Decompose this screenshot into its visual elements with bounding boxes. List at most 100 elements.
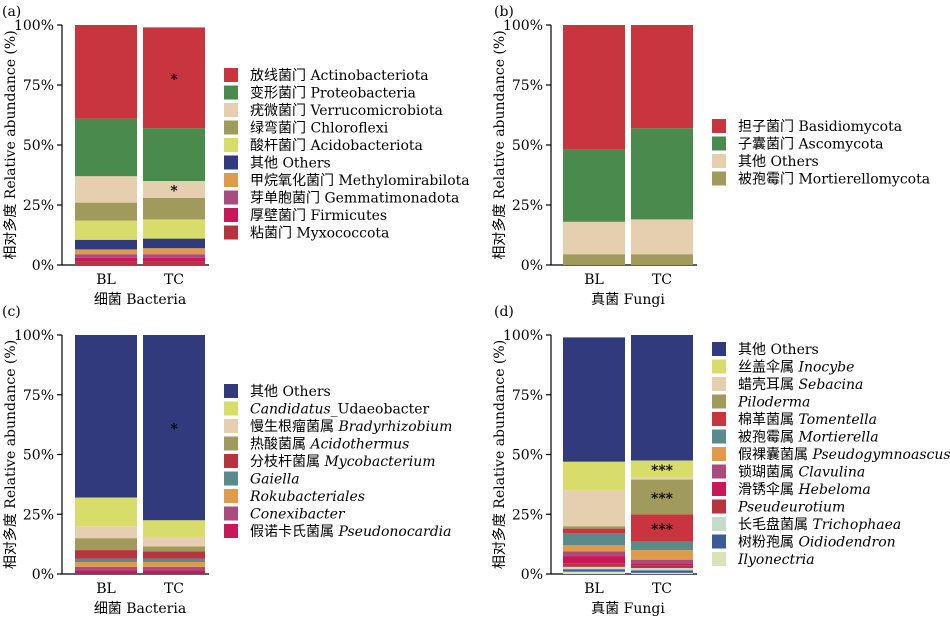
y-tick-label: 0% [521, 567, 543, 583]
chart-panel-b: (b) 0% 25% 50% 75% 100%相对多度 Relative abundanc… [491, 4, 930, 308]
legend-entry: 蜡壳耳属 Sebacina [738, 376, 863, 393]
y-tick-label: 100% [503, 18, 543, 34]
bar-segment [143, 551, 205, 559]
legend-entry: Pseudeurotium [737, 500, 845, 516]
legend-swatch [712, 429, 726, 444]
y-axis-title: 相对多度 Relative abundance (%) [2, 340, 19, 569]
bar-segment [563, 526, 625, 529]
bar-segment [563, 551, 625, 557]
legend-entry: 厚壁菌门 Firmicutes [250, 208, 387, 224]
bar-segment [563, 545, 625, 552]
legend-entry: 变形菌门 Proteobacteria [250, 86, 416, 102]
bar-segment [563, 563, 625, 567]
bar-segment [75, 220, 137, 240]
bar-segment [631, 460, 693, 478]
legend-entry: 其他 Others [738, 342, 819, 358]
bar-segment [631, 128, 693, 220]
legend-swatch [712, 342, 726, 356]
bar-segment [631, 541, 693, 551]
y-tick-label: 75% [23, 78, 54, 94]
legend-entry: 其他 Others [250, 156, 331, 172]
legend-swatch [224, 524, 238, 538]
y-tick-label: 25% [512, 198, 543, 214]
bar-segment [563, 571, 625, 574]
bar-segment [143, 197, 205, 220]
legend-entry: Ilyonectria [737, 552, 815, 568]
legend-entry: 被孢霉门 Mortierellomycota [738, 172, 930, 188]
legend-entry: Piloderma [737, 395, 810, 411]
bar-segment [143, 238, 205, 249]
bar-segment [75, 335, 137, 498]
bar-segment [75, 570, 137, 574]
bar-segment [563, 490, 625, 527]
bar-segment [75, 118, 137, 177]
x-axis-title: 细菌 Bacteria [94, 292, 186, 308]
legend-entry: Candidatus_Udaeobacter [250, 402, 430, 418]
legend-entry: 子囊菌门 Ascomycota [738, 136, 883, 153]
bar-segment [143, 562, 205, 567]
legend-swatch [712, 171, 726, 186]
bar-segment [75, 25, 137, 119]
bar-segment [631, 254, 693, 265]
bar-segment [563, 556, 625, 564]
y-tick-label: 25% [23, 507, 54, 523]
bar-segment [75, 239, 137, 250]
bar-segment [631, 559, 693, 564]
y-tick-label: 0% [32, 258, 54, 274]
y-tick-label: 25% [23, 198, 54, 214]
bar-segment [143, 520, 205, 537]
panel-label: (d) [494, 304, 514, 320]
bar-segment [631, 479, 693, 515]
legend-swatch [224, 454, 238, 468]
y-tick-label: 50% [23, 138, 54, 154]
significance-label: *** [651, 522, 674, 538]
bar-segment [143, 566, 205, 571]
legend-swatch [224, 68, 238, 82]
legend-swatch [224, 155, 238, 170]
legend: 放线菌门 Actinobacteriota 变形菌门 Proteobacteria… [224, 68, 470, 242]
x-tick-label: BL [584, 581, 604, 597]
legend-swatch [224, 190, 238, 205]
bar-segment [75, 254, 137, 258]
x-tick-label: TC [164, 272, 184, 288]
bar-segment [631, 219, 693, 255]
bar-segment [143, 181, 205, 198]
legend-entry: 慢生根瘤菌属 Bradyrhizobium [250, 418, 452, 435]
bar-segment [75, 176, 137, 203]
y-tick-label: 25% [512, 507, 543, 523]
legend-swatch [224, 138, 238, 152]
bar-segment [143, 546, 205, 552]
legend-entry: 分枝杆菌属 Mycobacterium [250, 454, 436, 470]
legend-entry: 丝盖伞属 Inocybe [738, 359, 854, 376]
bar-segment [631, 514, 693, 542]
y-tick-label: 50% [512, 448, 543, 464]
legend-entry: 树粉孢属 Oidiodendron [738, 535, 896, 551]
bar-segment [563, 461, 625, 491]
bar-segment [631, 477, 693, 480]
bar-segment [75, 566, 137, 571]
y-axis-title: 相对多度 Relative abundance (%) [2, 30, 19, 259]
y-tick-label: 75% [512, 388, 543, 404]
legend-swatch [224, 384, 238, 398]
y-tick-label: 0% [32, 567, 54, 583]
bar-segment [631, 25, 693, 129]
legend-swatch [224, 103, 238, 117]
x-tick-label: BL [96, 272, 116, 288]
bar-segment [631, 570, 693, 573]
legend-swatch [224, 173, 238, 187]
legend-entry: 其他 Others [738, 154, 819, 170]
legend-swatch [224, 436, 238, 451]
bar-segment [563, 25, 625, 150]
legend-swatch [712, 482, 726, 496]
y-axis-title: 相对多度 Relative abundance (%) [491, 340, 508, 569]
legend-swatch [712, 119, 726, 133]
significance-label: * [170, 183, 178, 199]
legend-entry: 热酸菌属 Acidothermus [250, 437, 409, 453]
x-tick-label: TC [652, 272, 672, 288]
bar-segment [75, 257, 137, 262]
legend-entry: 粘菌门 Myxococcota [250, 226, 389, 242]
